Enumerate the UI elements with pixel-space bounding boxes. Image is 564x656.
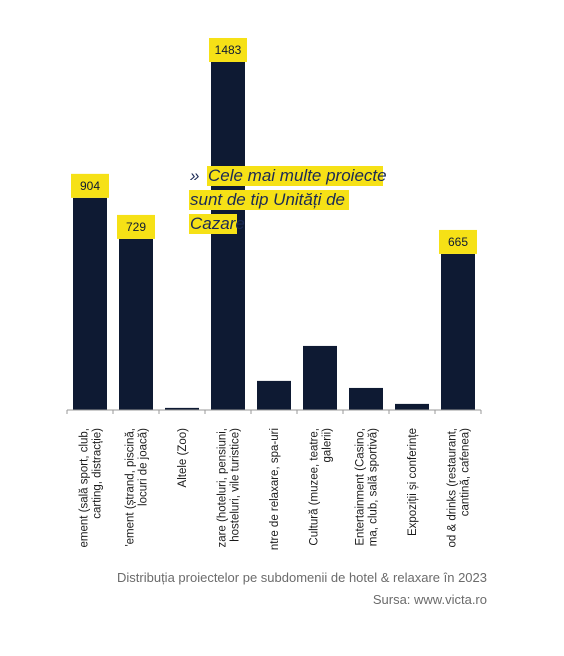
annotation-highlight	[189, 214, 237, 234]
x-tick-label: zare (hoteluri, pensiuni,	[217, 428, 229, 548]
bar	[119, 238, 153, 410]
bar	[165, 407, 199, 410]
bar	[257, 380, 291, 410]
x-tick-label: carting, distracție)	[92, 428, 104, 519]
bar	[303, 345, 337, 410]
x-tick-label: 'ement (ștrand, piscină,	[125, 428, 137, 547]
value-label: 665	[448, 235, 468, 249]
x-tick-label: locuri de joacă)	[138, 428, 150, 506]
annotation-highlight	[207, 166, 383, 186]
x-tick-label: ement (sală sport, club,	[79, 428, 91, 548]
x-tick-label: Cultură (muzee, teatre,	[309, 428, 321, 546]
annotation-highlight	[189, 190, 349, 210]
bar	[211, 61, 245, 411]
bar	[73, 197, 107, 410]
value-label: 904	[80, 179, 100, 193]
x-tick-label: ntre de relaxare, spa-uri	[269, 428, 281, 550]
bar	[349, 387, 383, 410]
annotation-text: Cele mai multe proiecte	[208, 166, 387, 185]
x-tick-label: ma, club, sală sportivă)	[368, 428, 380, 546]
value-label-box	[117, 214, 155, 239]
x-tick-label: cantină, cafenea)	[460, 428, 472, 516]
x-tick-label: Entertainment (Casino,	[355, 428, 367, 546]
value-label-box	[209, 37, 247, 62]
value-label-box	[71, 173, 109, 198]
value-label: 729	[126, 220, 146, 234]
chart-caption: Distribuția proiectelor pe subdomenii de…	[117, 570, 487, 585]
value-label: 1483	[215, 43, 242, 57]
annotation-text: sunt de tip Unități de	[190, 190, 345, 209]
value-label-box	[439, 229, 477, 254]
annotation-text: Cazare	[190, 214, 245, 233]
x-tick-label: Altele (Zoo)	[177, 428, 189, 488]
annotation-marker: »	[190, 166, 199, 185]
bar	[441, 253, 475, 410]
x-tick-label: galerii)	[322, 428, 334, 463]
chart-source: Sursa: www.victa.ro	[373, 592, 487, 607]
x-tick-label: Expoziții și conferințe	[407, 428, 419, 536]
bar	[395, 403, 429, 410]
x-tick-label: od & drinks (restaurant,	[447, 428, 459, 548]
x-tick-label: hosteluri, vile turistice)	[230, 428, 242, 542]
